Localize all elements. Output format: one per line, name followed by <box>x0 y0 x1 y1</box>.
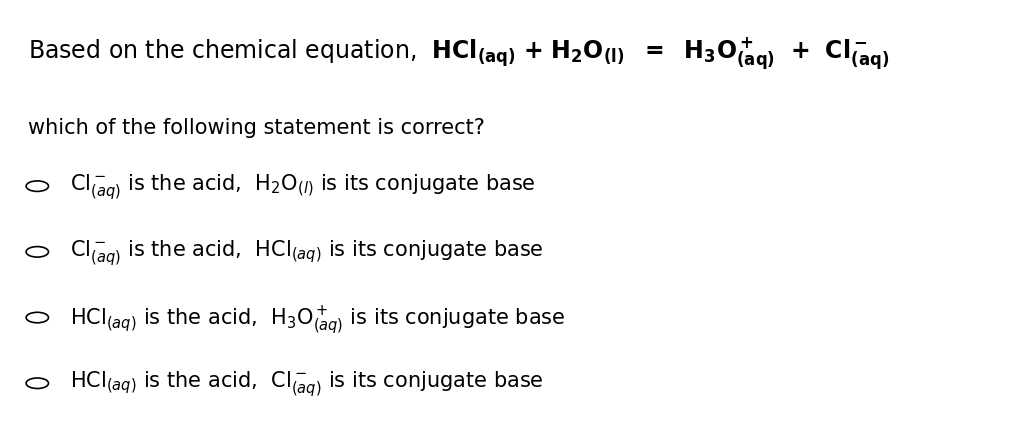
Text: which of the following statement is correct?: which of the following statement is corr… <box>28 118 484 138</box>
Text: HCl$_{(aq)}$ is the acid,  H$_3$O$^+_{(aq)}$ is its conjugate base: HCl$_{(aq)}$ is the acid, H$_3$O$^+_{(aq… <box>70 304 565 337</box>
Text: HCl$_{(aq)}$ is the acid,  Cl$^-_{(aq)}$ is its conjugate base: HCl$_{(aq)}$ is the acid, Cl$^-_{(aq)}$ … <box>70 370 544 399</box>
Text: Cl$^-_{(aq)}$ is the acid,  H$_2$O$_{(l)}$ is its conjugate base: Cl$^-_{(aq)}$ is the acid, H$_2$O$_{(l)}… <box>70 173 536 202</box>
Text: Based on the chemical equation,  $\bf{HCl_{(aq)}}$ $\bf{+}$ $\bf{H_2O_{(l)}}$  $: Based on the chemical equation, $\bf{HCl… <box>28 35 889 71</box>
Text: Cl$^-_{(aq)}$ is the acid,  HCl$_{(aq)}$ is its conjugate base: Cl$^-_{(aq)}$ is the acid, HCl$_{(aq)}$ … <box>70 239 544 268</box>
